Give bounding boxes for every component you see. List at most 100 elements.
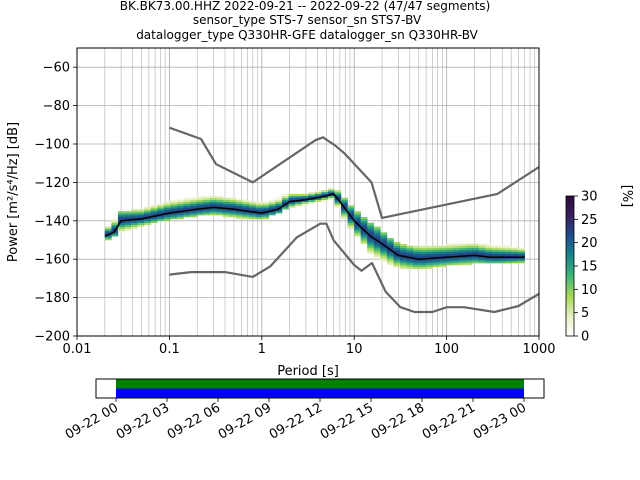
psd-density-cell [452,243,460,247]
psd-density-cell [472,253,480,256]
colorbar: 0 5 10 15 20 25 30 [%] [565,185,634,345]
y-tick-label: −80 [43,99,70,114]
psd-density-cell [111,234,119,237]
psd-density-cell [445,253,453,256]
psd-density-cell [386,241,394,245]
psd-density-cell [196,197,204,200]
psd-density-cell [498,261,506,264]
psd-density-cell [347,224,355,227]
psd-density-cell [354,216,361,220]
psd-density-cell [163,216,171,220]
psd-density-cell [249,215,257,218]
psd-density-cell [124,226,132,229]
psd-density-cell [439,263,447,266]
psd-density-cell [452,249,460,252]
psd-density-cell [459,259,466,262]
psd-density-cell [124,216,132,220]
psd-density-cell [209,211,217,214]
psd-density-cell [157,215,165,218]
psd-density-cell [216,203,224,206]
psd-density-cell [406,266,414,270]
psd-density-cell [321,199,329,202]
psd-density-cell [439,247,447,250]
psd-density-cell [360,238,368,241]
psd-density-cell [209,195,217,199]
psd-density-cell [419,264,427,268]
psd-density-cell [445,263,453,266]
psd-density-cell [432,253,440,256]
psd-density-cell [439,257,447,260]
psd-density-cell [295,195,302,199]
psd-density-cell [406,255,414,258]
psd-density-cell [400,249,407,252]
psd-density-cell [249,207,257,210]
psd-density-cell [163,205,171,208]
psd-density-cell [380,249,388,252]
psd-density-cell [426,259,434,262]
psd-density-cell [104,228,112,231]
psd-density-cell [157,216,165,220]
psd-density-cell [386,240,394,243]
psd-density-cell [400,253,407,256]
plot-background [77,48,539,336]
psd-density-cell [459,263,466,266]
psd-density-cell [367,243,375,247]
y-tick-label: −180 [34,291,70,306]
psd-density-cell [242,207,250,210]
psd-density-cell [413,266,421,270]
psd-density-cell [478,251,486,254]
psd-density-cell [400,266,407,270]
psd-density-cell [485,253,493,256]
psd-density-cell [485,249,493,252]
psd-density-cell [367,249,375,252]
psd-density-cell [131,216,138,220]
psd-density-cell [419,245,427,248]
psd-density-cell [236,201,243,204]
psd-density-cell [472,251,480,254]
psd-density-cell [150,220,158,224]
psd-density-cell [314,193,322,197]
psd-density-cell [157,207,165,210]
psd-density-cell [124,213,132,216]
psd-density-cell [505,247,512,250]
psd-density-cell [216,211,224,214]
psd-density-cell [478,247,486,250]
psd-density-cell [327,190,335,193]
psd-density-cell [229,201,237,204]
psd-density-cell [354,224,361,227]
psd-density-cell [295,193,302,197]
y-axis-label: Power [m²/s⁴/Hz] [dB] [6,122,21,262]
psd-density-cell [498,253,506,256]
psd-density-cell [236,215,243,218]
psd-density-cell [367,228,375,231]
psd-density-cell [373,249,381,252]
psd-density-cell [176,213,184,216]
colorbar-tick-label: 25 [581,213,598,228]
psd-density-cell [518,247,525,250]
psd-density-cell [386,263,394,266]
psd-density-cell [465,249,473,252]
psd-density-cell [242,215,250,218]
psd-density-cell [505,251,512,254]
psd-density-cell [485,251,493,254]
psd-density-cell [400,264,407,268]
psd-density-cell [511,261,519,264]
psd-density-cell [452,263,460,266]
psd-density-cell [334,203,342,206]
psd-density-cell [459,257,466,260]
psd-density-cell [170,201,178,204]
psd-density-cell [222,213,230,216]
psd-density-cell [445,249,453,252]
psd-density-cell [281,195,289,199]
psd-density-cell [452,259,460,262]
psd-density-cell [150,216,158,220]
psd-density-cell [190,205,197,208]
psd-density-cell [144,220,152,224]
psd-density-cell [124,228,132,231]
psd-density-cell [131,220,138,224]
x-axis-ticks: 0.01 0.1 1 10 100 1000 [63,336,556,357]
psd-density-cell [380,238,388,241]
psd-density-cell [170,216,178,220]
psd-density-cell [360,236,368,239]
psd-density-cell [209,203,217,206]
